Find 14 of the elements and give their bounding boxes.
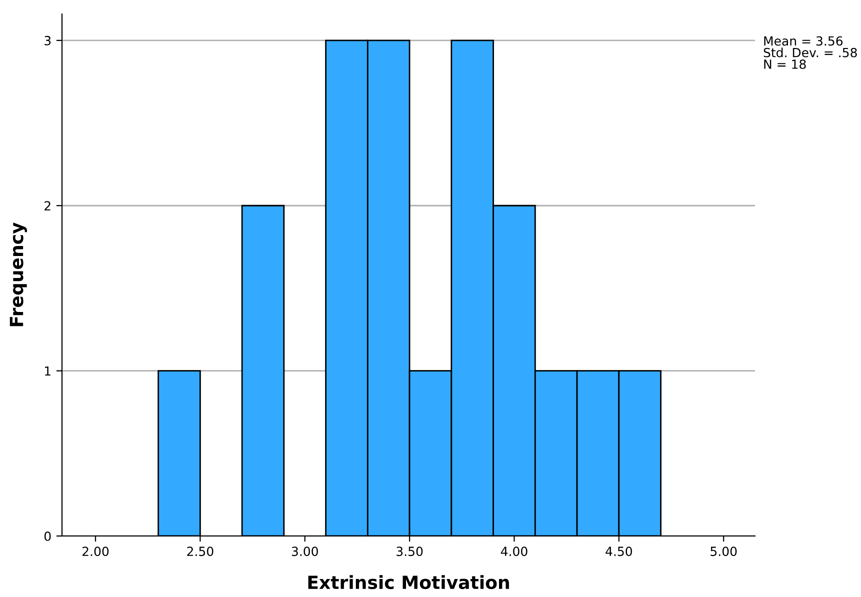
y-tick-label: 0	[44, 531, 51, 541]
x-tick-label: 5.00	[710, 546, 737, 556]
y-tick-label: 2	[44, 201, 50, 210]
y-tick-label: 1	[45, 366, 50, 376]
x-tick-label: 4.00	[500, 546, 528, 556]
text: Mean = 3.56 Std. Dev. = .58 N = 18	[764, 36, 857, 69]
x-tick-label: 2.00	[82, 546, 109, 556]
x-tick-label: 3.50	[396, 546, 423, 556]
y-axis-title: Frequency	[10, 222, 27, 326]
y-tick-label: 3	[44, 36, 51, 46]
x-tick-label: 2.50	[187, 546, 214, 556]
x-tick-label: 4.50	[606, 546, 632, 556]
x-tick-label: 3.00	[292, 546, 318, 556]
x-axis-title: Extrinsic Motivation	[308, 575, 509, 590]
